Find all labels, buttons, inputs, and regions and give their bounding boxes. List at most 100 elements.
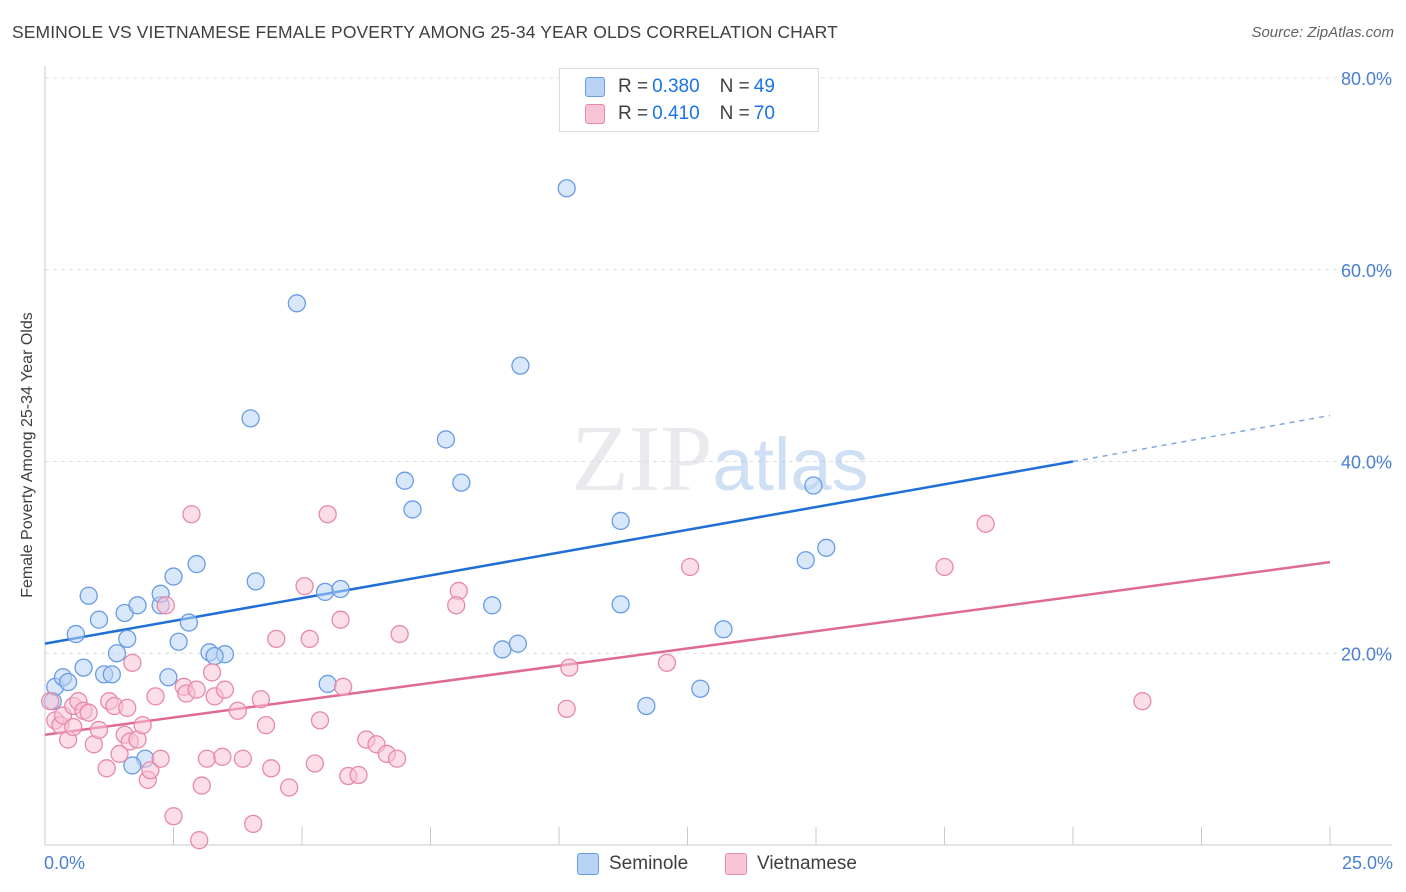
seminole-trend-line — [44, 460, 1074, 645]
vietnamese-point — [64, 717, 83, 737]
seminole-point — [557, 179, 576, 198]
seminole-point — [89, 610, 109, 629]
vietnamese-point — [164, 807, 183, 826]
n-label: N = — [719, 103, 750, 124]
axes — [44, 66, 1392, 846]
seminole-point — [493, 640, 512, 659]
vietnamese-point — [151, 749, 170, 768]
n-value: 70 — [753, 103, 775, 124]
seminole-point — [691, 679, 710, 698]
seminole-point — [287, 294, 307, 313]
r-value: 0.410 — [652, 103, 700, 124]
vietnamese-point — [182, 505, 201, 524]
seminole-point — [241, 409, 260, 428]
vietnamese-point — [300, 629, 319, 649]
vietnamese-legend-swatch — [725, 853, 747, 875]
vietnamese-point — [110, 744, 129, 764]
seminole-point — [452, 473, 471, 492]
r-label: R = — [618, 103, 649, 124]
vietnamese-point — [318, 505, 337, 524]
seminole-point — [637, 696, 656, 716]
vietnamese-point — [935, 557, 954, 577]
seminole-point — [205, 646, 224, 666]
vietnamese-point — [79, 703, 98, 722]
vietnamese-point — [267, 629, 286, 649]
vietnamese-point — [657, 653, 677, 672]
y-tick-label: 40.0% — [1341, 453, 1392, 473]
vietnamese-point — [141, 761, 160, 780]
vietnamese-point — [256, 716, 276, 735]
y-tick-label: 60.0% — [1341, 261, 1392, 281]
seminole-point — [611, 511, 630, 531]
vietnamese-point — [146, 687, 165, 706]
vietnamese-point — [333, 677, 353, 696]
seminole-point — [318, 674, 337, 694]
vietnamese-point — [262, 759, 281, 778]
vietnamese-swatch — [585, 104, 605, 124]
seminole-point — [118, 629, 137, 649]
x-tick-label: 25.0% — [1342, 853, 1393, 873]
seminole-point — [511, 356, 530, 375]
seminole-point — [796, 551, 815, 570]
vietnamese-point — [228, 701, 247, 720]
seminole-point — [66, 624, 85, 644]
vietnamese-point — [233, 749, 253, 768]
vietnamese-point — [215, 680, 235, 699]
vietnamese-legend-label: Vietnamese — [757, 853, 857, 874]
vietnamese-point — [213, 747, 232, 766]
vietnamese-point — [192, 776, 211, 795]
seminole-point — [483, 596, 502, 615]
tick-labels: 20.0% 40.0% 60.0% 80.0% 0.0% 25.0% — [44, 69, 1393, 873]
vietnamese-point — [295, 576, 314, 596]
vietnamese-point — [118, 698, 137, 718]
seminole-point — [107, 644, 127, 663]
vietnamese-point — [387, 749, 407, 768]
r-label: R = — [618, 76, 649, 97]
vietnamese-point — [331, 610, 350, 629]
seminole-swatch — [585, 77, 605, 97]
vietnamese-point — [89, 720, 109, 740]
vietnamese-point — [187, 680, 206, 699]
seminole-point — [79, 586, 98, 605]
vietnamese-point — [133, 716, 152, 735]
seminole-point — [395, 471, 414, 490]
vietnamese-point — [557, 699, 576, 719]
vietnamese-point — [560, 658, 579, 677]
data-points — [40, 179, 1152, 850]
seminole-point — [508, 634, 528, 653]
seminole-point — [817, 538, 836, 557]
vietnamese-point — [447, 596, 466, 615]
n-label: N = — [719, 76, 750, 97]
seminole-point — [804, 476, 823, 495]
stats-legend-vietnamese: R = 0.410 N = 70 — [585, 103, 775, 125]
seminole-point — [128, 596, 147, 615]
vietnamese-point — [156, 596, 175, 615]
vietnamese-point — [349, 765, 368, 785]
legend-item-seminole[interactable]: Seminole — [577, 852, 688, 876]
seminole-point — [403, 500, 422, 519]
seminole-point — [169, 632, 188, 651]
seminole-point — [58, 672, 78, 692]
vietnamese-point — [202, 663, 222, 682]
stats-legend: R = 0.380 N = 49 R = 0.410 N = 70 — [559, 68, 819, 132]
vietnamese-point — [97, 759, 116, 778]
vietnamese-point — [197, 749, 217, 768]
vietnamese-point — [251, 690, 271, 709]
seminole-point — [331, 579, 350, 599]
vietnamese-point — [680, 557, 700, 577]
r-value: 0.380 — [652, 76, 700, 97]
stats-legend-seminole: R = 0.380 N = 49 — [585, 76, 775, 98]
seminole-point — [187, 554, 206, 574]
seminole-point — [123, 756, 142, 775]
seminole-legend-swatch — [577, 853, 599, 875]
gridlines — [45, 77, 1392, 654]
vietnamese-point — [1133, 692, 1152, 711]
seminole-point — [436, 430, 456, 449]
vietnamese-point — [279, 778, 299, 797]
vietnamese-point — [40, 692, 60, 711]
legend-item-vietnamese[interactable]: Vietnamese — [725, 852, 857, 876]
x-tick-label: 0.0% — [44, 853, 85, 873]
n-value: 49 — [753, 76, 775, 97]
seminole-point — [102, 665, 121, 684]
vietnamese-point — [390, 624, 409, 644]
